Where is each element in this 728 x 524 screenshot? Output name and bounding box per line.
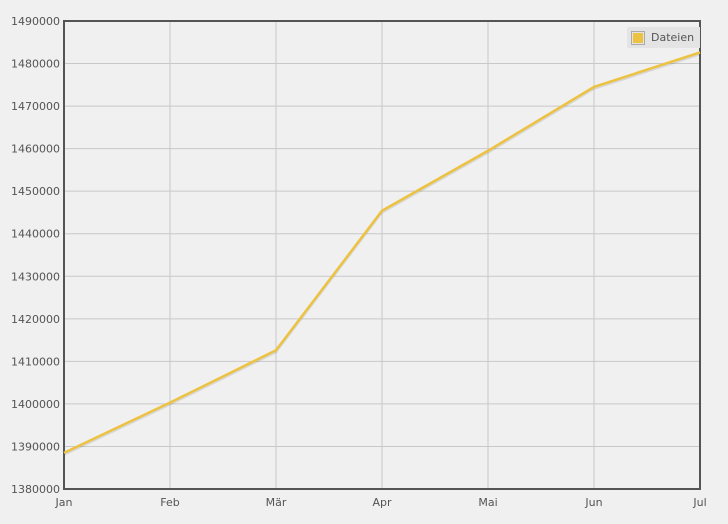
x-tick-label: Mär: [266, 496, 287, 509]
y-tick-label: 1440000: [11, 228, 60, 241]
legend-swatch: [631, 30, 645, 45]
y-tick-label: 1460000: [11, 143, 60, 156]
y-tick-label: 1480000: [11, 58, 60, 71]
y-tick-label: 1420000: [11, 313, 60, 326]
x-tick-label: Apr: [372, 496, 392, 509]
y-tick-label: 1470000: [11, 100, 60, 113]
x-tick-label: Jun: [584, 496, 602, 509]
x-tick-label: Jul: [692, 496, 706, 509]
x-tick-label: Mai: [478, 496, 497, 509]
y-tick-label: 1490000: [11, 15, 60, 28]
legend: Dateien: [627, 27, 701, 48]
y-tick-label: 1450000: [11, 185, 60, 198]
y-tick-label: 1410000: [11, 355, 60, 368]
legend-label: Dateien: [651, 31, 695, 44]
y-tick-label: 1390000: [11, 440, 60, 453]
y-tick-label: 1380000: [11, 483, 60, 496]
y-tick-label: 1430000: [11, 270, 60, 283]
plot-border: [63, 20, 701, 490]
x-tick-label: Feb: [160, 496, 179, 509]
y-tick-label: 1400000: [11, 398, 60, 411]
x-tick-label: Jan: [55, 496, 73, 509]
